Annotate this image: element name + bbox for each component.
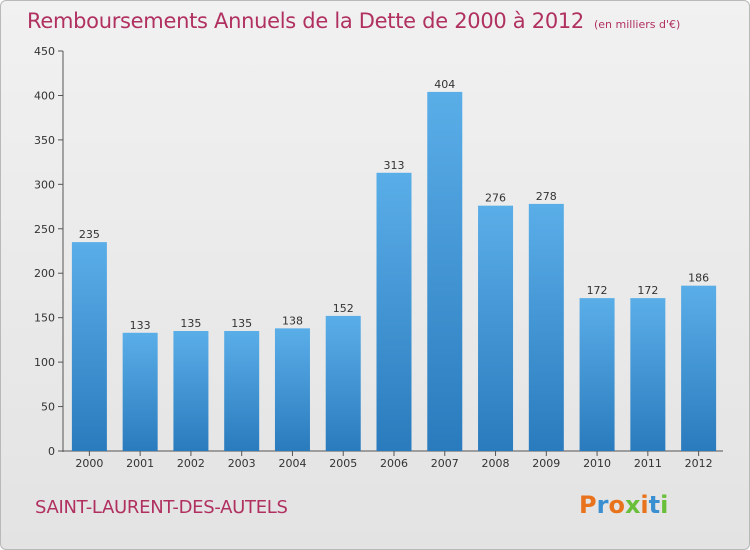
bar — [579, 298, 615, 451]
chart-unit: (en milliers d'€) — [594, 18, 681, 31]
bar-value-label: 135 — [180, 317, 201, 330]
y-tick-label: 0 — [48, 445, 55, 458]
y-tick-label: 300 — [34, 178, 55, 191]
x-tick-label: 2012 — [685, 457, 713, 470]
x-tick-label: 2004 — [278, 457, 306, 470]
bar — [224, 331, 260, 451]
bar — [173, 331, 209, 451]
x-tick-label: 2002 — [177, 457, 205, 470]
y-tick-label: 450 — [34, 45, 55, 58]
y-tick-label: 400 — [34, 89, 55, 102]
chart-title: Remboursements Annuels de la Dette de 20… — [27, 9, 680, 33]
logo-letter: P — [579, 491, 597, 519]
bar — [71, 242, 107, 451]
x-tick-label: 2008 — [482, 457, 510, 470]
y-tick-label: 250 — [34, 223, 55, 236]
x-tick-label: 2007 — [431, 457, 459, 470]
bar-value-label: 235 — [79, 228, 100, 241]
logo-letter: i — [640, 491, 649, 519]
y-tick-label: 350 — [34, 134, 55, 147]
x-tick-label: 2010 — [583, 457, 611, 470]
logo-letter: o — [608, 491, 625, 519]
bar — [376, 172, 412, 451]
bar-value-label: 404 — [434, 78, 455, 91]
logo-letter: r — [596, 491, 609, 519]
bar — [478, 205, 514, 451]
x-tick-label: 2003 — [228, 457, 256, 470]
bar — [427, 91, 463, 451]
logo-letter: t — [648, 491, 661, 519]
bar — [630, 298, 666, 451]
y-tick-label: 150 — [34, 312, 55, 325]
bar-value-label: 135 — [231, 317, 252, 330]
logo-letter: i — [660, 491, 669, 519]
x-tick-label: 2006 — [380, 457, 408, 470]
y-tick-label: 100 — [34, 356, 55, 369]
bar-value-label: 138 — [282, 314, 303, 327]
bar-value-label: 133 — [130, 319, 151, 332]
bar-value-label: 278 — [536, 190, 557, 203]
bar-value-label: 276 — [485, 192, 506, 205]
bar — [122, 332, 158, 451]
x-tick-label: 2005 — [329, 457, 357, 470]
bar — [325, 315, 361, 451]
bar-value-label: 186 — [688, 272, 709, 285]
bar-value-label: 172 — [637, 284, 658, 297]
x-tick-label: 2000 — [75, 457, 103, 470]
proxiti-logo: Proxiti — [579, 491, 668, 519]
bar-value-label: 172 — [587, 284, 608, 297]
y-tick-label: 50 — [41, 401, 55, 414]
x-tick-label: 2009 — [532, 457, 560, 470]
logo-letter: x — [624, 491, 641, 519]
bar-value-label: 152 — [333, 302, 354, 315]
bar — [528, 203, 564, 451]
bar — [681, 285, 717, 451]
bar — [274, 328, 310, 451]
y-tick-label: 200 — [34, 267, 55, 280]
commune-name: SAINT-LAURENT-DES-AUTELS — [35, 497, 288, 518]
x-tick-label: 2001 — [126, 457, 154, 470]
bar-value-label: 313 — [384, 159, 405, 172]
chart-title-text: Remboursements Annuels de la Dette de 20… — [27, 9, 584, 33]
x-tick-label: 2011 — [634, 457, 662, 470]
